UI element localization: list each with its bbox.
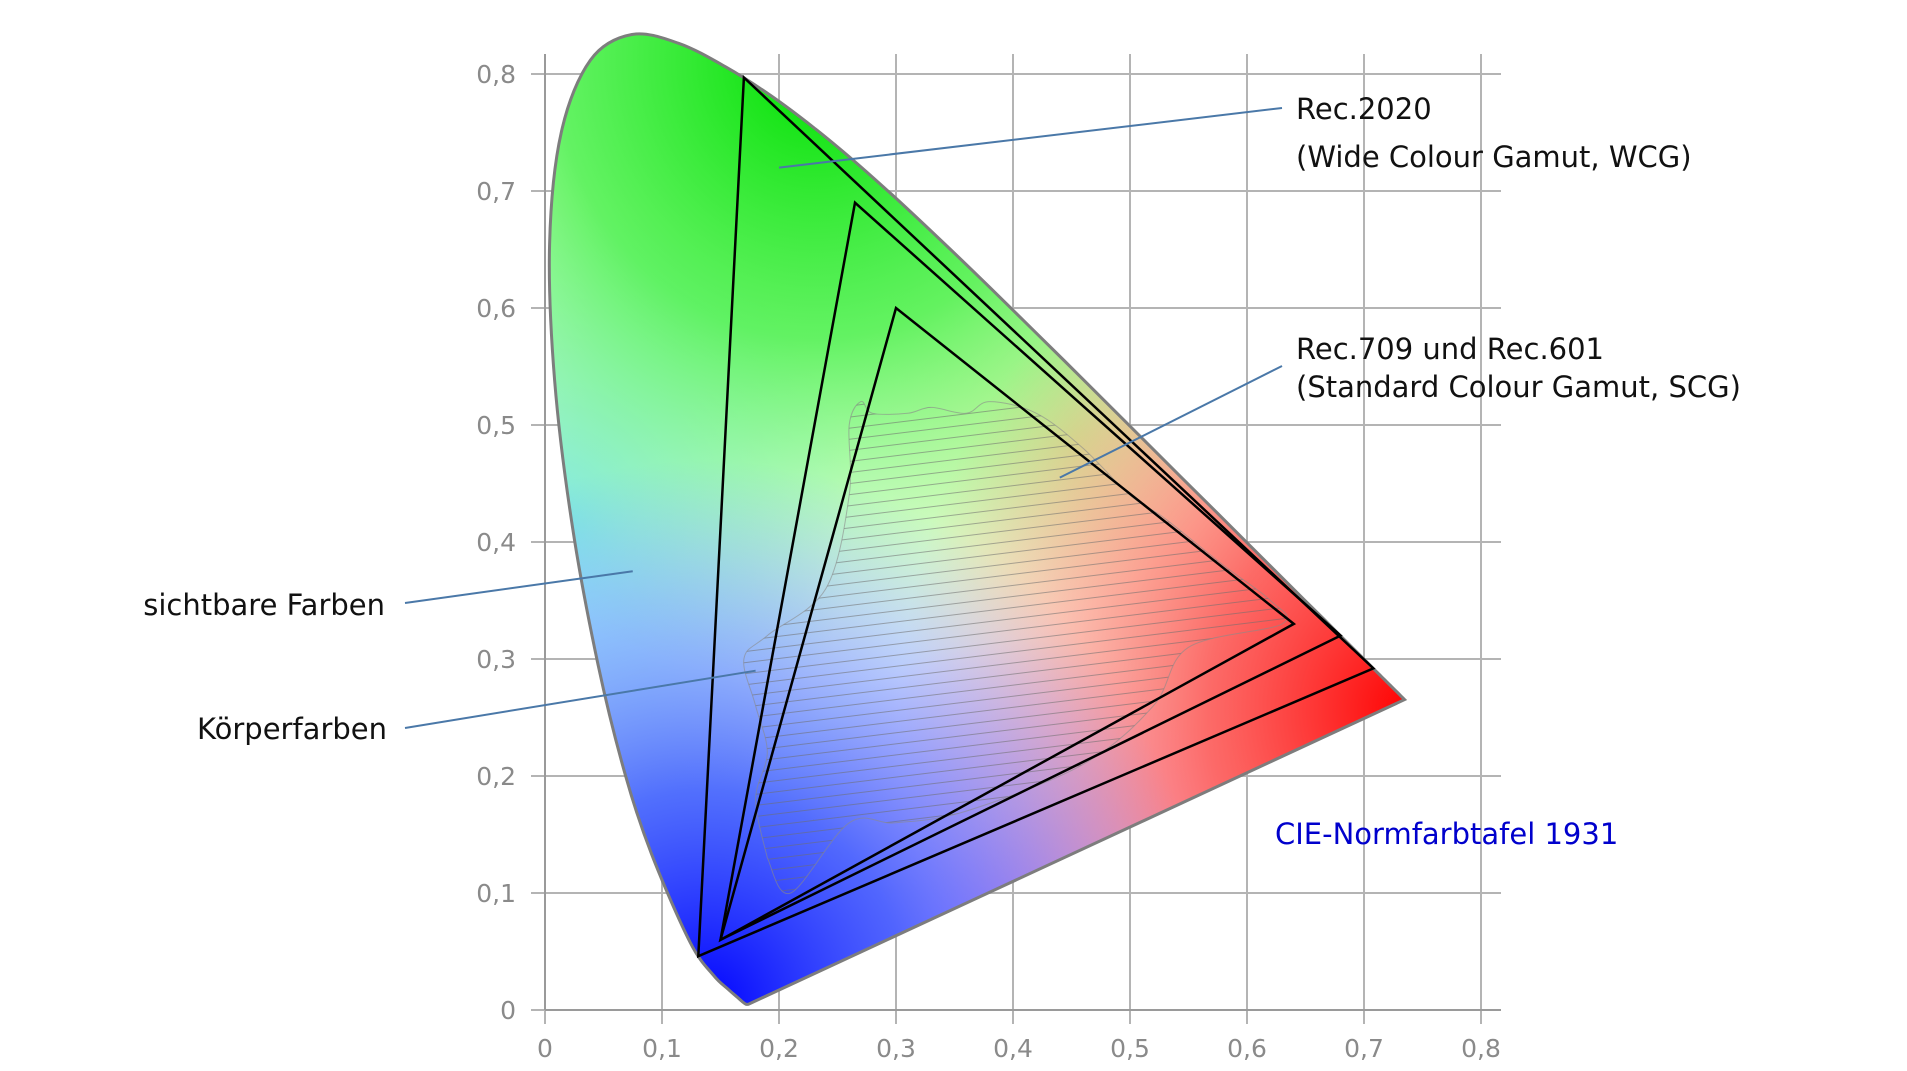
x-tick-label: 0,3 [876,1034,916,1063]
x-tick-label: 0,5 [1110,1034,1150,1063]
leader-line [404,570,633,604]
x-tick-label: 0 [537,1034,553,1063]
annotation-rec2020-subtitle: (Wide Colour Gamut, WCG) [1296,140,1692,174]
spectral-locus [547,32,1408,1006]
gamut-triangle-1 [696,74,1376,959]
annotation-rec709-subtitle: (Standard Colour Gamut, SCG) [1296,370,1741,404]
annotation-leaders [404,107,1283,729]
annotation-sichtbare-farben: sichtbare Farben [143,588,385,622]
leader-line [404,669,756,729]
y-tick-label: 0,4 [476,528,516,557]
y-tick-label: 0,6 [476,294,516,323]
x-tick-label: 0,2 [759,1034,799,1063]
y-tick-label: 0,1 [476,879,516,908]
x-tick-label: 0,8 [1461,1034,1501,1063]
gamut-triangle-3 [718,305,1297,943]
y-tick-label: 0,3 [476,645,516,674]
annotation-rec2020: Rec.2020 [1296,92,1432,126]
y-axis-tick-labels: 0 0,1 0,2 0,3 0,4 0,5 0,6 0,7 0,8 [476,60,516,1025]
annotation-rec709: Rec.709 und Rec.601 [1296,332,1604,366]
x-axis-tick-labels: 0 0,1 0,2 0,3 0,4 0,5 0,6 0,7 0,8 [537,1034,1501,1063]
gamut-triangle-2 [718,200,1343,943]
x-tick-label: 0,7 [1344,1034,1384,1063]
x-tick-label: 0,4 [993,1034,1033,1063]
y-tick-label: 0,8 [476,60,516,89]
axes [544,54,1501,1011]
y-tick-label: 0 [500,996,516,1025]
y-tick-label: 0,7 [476,177,516,206]
y-tick-label: 0,5 [476,411,516,440]
x-tick-label: 0,6 [1227,1034,1267,1063]
leader-line [1059,365,1283,479]
annotation-koerperfarben: Körperfarben [197,712,387,746]
gamut-triangles [696,74,1376,959]
x-tick-label: 0,1 [642,1034,682,1063]
y-tick-label: 0,2 [476,762,516,791]
leader-line [778,107,1283,169]
chart-title: CIE-Normfarbtafel 1931 [1275,817,1618,851]
